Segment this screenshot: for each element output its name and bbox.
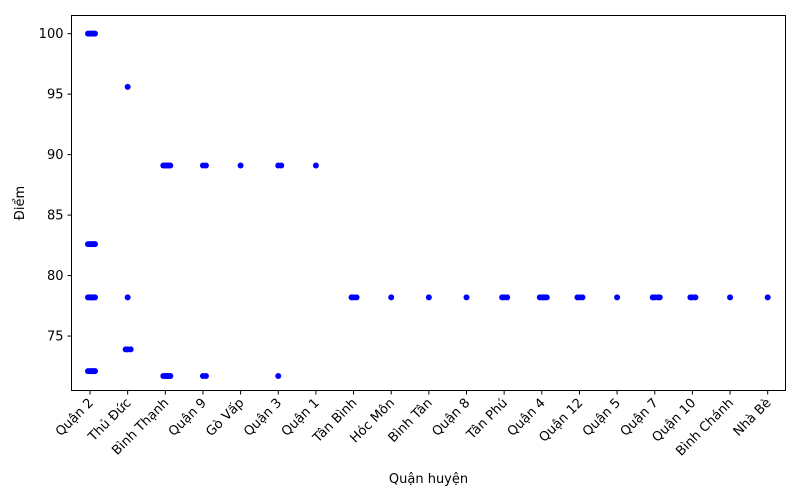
x-tick-label: Quận 9 [166, 396, 210, 440]
data-point [614, 294, 621, 301]
data-point [127, 346, 134, 353]
data-point [353, 294, 360, 301]
y-tick-label: 95 [47, 88, 64, 103]
data-point [124, 83, 131, 90]
data-point [237, 162, 244, 169]
data-point [348, 294, 355, 301]
data-point [764, 294, 771, 301]
y-axis-title: Điểm [13, 186, 28, 220]
data-point [504, 294, 511, 301]
x-tick-label: Quận 5 [580, 396, 624, 440]
data-point [202, 162, 209, 169]
data-point [124, 294, 131, 301]
y-axis-ticks: 75 80 85 90 95 100 [39, 27, 72, 345]
data-point [727, 294, 734, 301]
data-point [202, 372, 209, 379]
y-tick-label: 85 [47, 209, 64, 224]
data-point [90, 368, 97, 375]
data-point [656, 294, 663, 301]
y-tick-label: 90 [47, 148, 64, 163]
data-point [312, 162, 319, 169]
data-point [278, 162, 285, 169]
data-point [499, 294, 506, 301]
data-point [425, 294, 432, 301]
data-point [540, 294, 547, 301]
data-point [275, 372, 282, 379]
data-point [163, 372, 170, 379]
y-tick-label: 80 [47, 269, 64, 284]
data-point [574, 294, 581, 301]
data-point [579, 294, 586, 301]
data-point [163, 162, 170, 169]
data-point [90, 30, 97, 37]
data-point [388, 294, 395, 301]
x-tick-label: Gò Vấp [203, 396, 247, 440]
x-axis-title: Quận huyện [389, 472, 468, 487]
plot-frame [71, 15, 786, 391]
data-point [649, 294, 656, 301]
data-point [463, 294, 470, 301]
data-point [692, 294, 699, 301]
data-points [85, 30, 771, 379]
x-tick-label: Tân Phú [464, 396, 511, 443]
data-point [90, 241, 97, 248]
y-tick-label: 100 [39, 27, 64, 42]
data-point [687, 294, 694, 301]
x-tick-label: Nhà Bè [731, 396, 775, 440]
x-tick-label: Quận 3 [241, 396, 285, 440]
y-tick-label: 75 [47, 330, 64, 345]
data-point [90, 294, 97, 301]
data-point [122, 346, 129, 353]
